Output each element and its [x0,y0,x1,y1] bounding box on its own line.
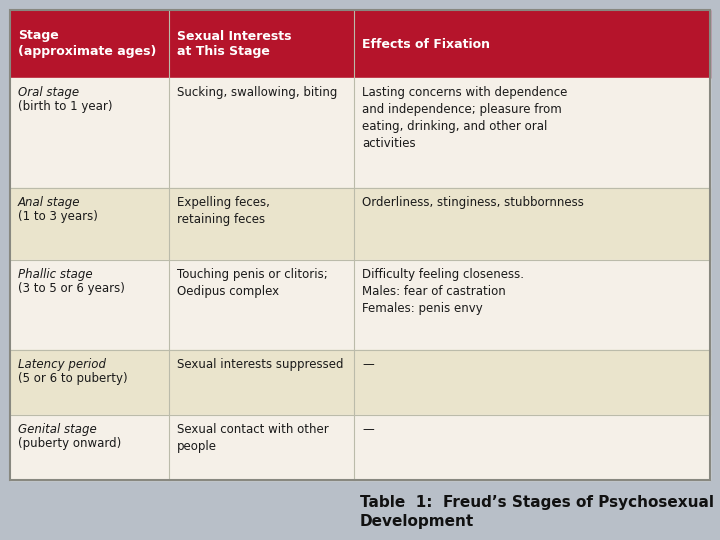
Text: Genital stage: Genital stage [18,423,96,436]
Bar [10,188,710,260]
Text: Orderliness, stinginess, stubbornness: Orderliness, stinginess, stubbornness [362,196,584,209]
Text: Latency period: Latency period [18,358,106,371]
Bar [10,260,710,350]
Text: Phallic stage: Phallic stage [18,268,93,281]
Text: Effects of Fixation: Effects of Fixation [362,37,490,51]
Text: Sexual Interests
at This Stage: Sexual Interests at This Stage [177,30,292,58]
Text: Sexual interests suppressed: Sexual interests suppressed [177,358,343,371]
Bar [10,78,710,188]
Text: (birth to 1 year): (birth to 1 year) [18,100,112,113]
Text: Sexual contact with other
people: Sexual contact with other people [177,423,329,453]
Text: —: — [362,358,374,371]
Bar [10,350,710,415]
Text: (1 to 3 years): (1 to 3 years) [18,210,98,223]
Text: Anal stage: Anal stage [18,196,81,209]
Text: Oral stage: Oral stage [18,86,79,99]
Text: (3 to 5 or 6 years): (3 to 5 or 6 years) [18,282,125,295]
Bar [10,10,710,78]
Text: Touching penis or clitoris;
Oedipus complex: Touching penis or clitoris; Oedipus comp… [177,268,328,298]
Text: (puberty onward): (puberty onward) [18,437,121,450]
Text: —: — [362,423,374,436]
Bar [10,10,710,480]
Text: Stage
(approximate ages): Stage (approximate ages) [18,30,156,58]
Text: Sucking, swallowing, biting: Sucking, swallowing, biting [177,86,338,99]
Bar [10,415,710,480]
Text: Difficulty feeling closeness.
Males: fear of castration
Females: penis envy: Difficulty feeling closeness. Males: fea… [362,268,524,315]
Text: Table  1:  Freud’s Stages of Psychosexual
Development: Table 1: Freud’s Stages of Psychosexual … [360,495,714,529]
Text: Expelling feces,
retaining feces: Expelling feces, retaining feces [177,196,270,226]
Text: (5 or 6 to puberty): (5 or 6 to puberty) [18,372,127,385]
Text: Lasting concerns with dependence
and independence; pleasure from
eating, drinkin: Lasting concerns with dependence and ind… [362,86,567,150]
